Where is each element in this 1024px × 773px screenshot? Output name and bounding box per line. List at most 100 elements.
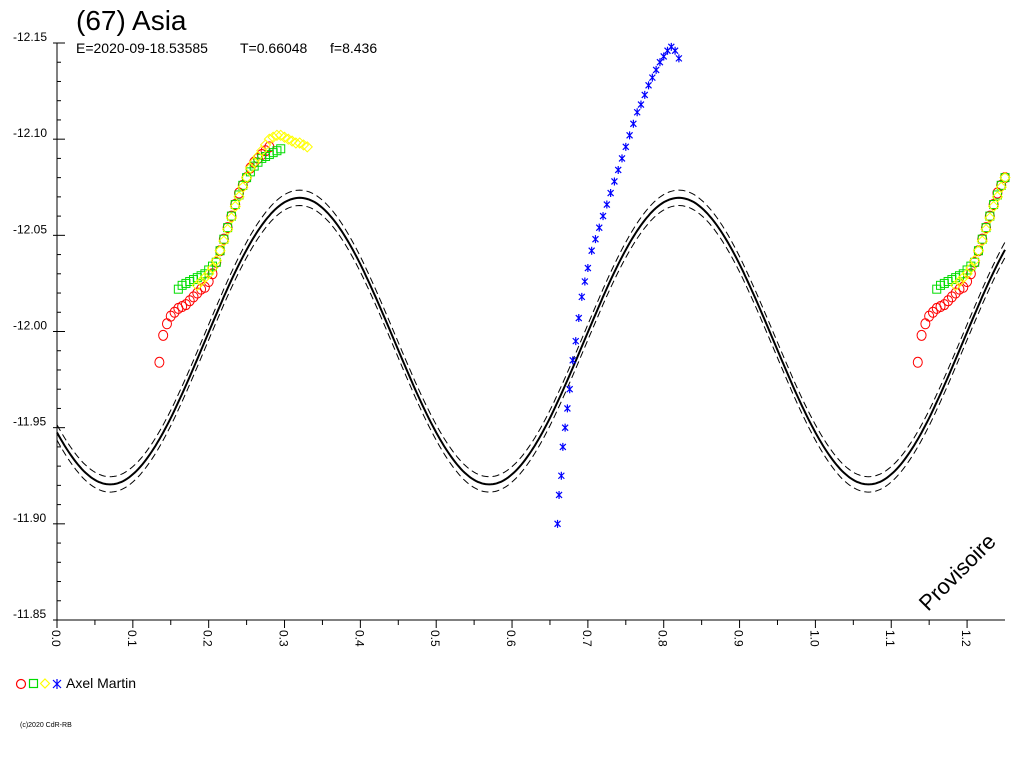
y-tick-label: -11.90 (13, 511, 46, 525)
data-point-diamond (976, 235, 988, 247)
data-point-square (973, 246, 983, 256)
data-point-star (633, 108, 641, 117)
data-point-circle (184, 295, 195, 307)
data-point-circle (169, 306, 180, 318)
data-point-diamond (225, 212, 238, 224)
data-point-diamond (968, 254, 981, 267)
data-point-diamond (240, 171, 253, 184)
data-point-star (599, 212, 607, 221)
data-point-circle (927, 306, 938, 318)
data-point-square (226, 211, 236, 221)
data-point-star (645, 81, 652, 90)
data-points (154, 42, 1011, 528)
data-point-star (581, 277, 589, 286)
data-point-diamond (301, 141, 313, 153)
x-tick-label: 0.0 (49, 630, 63, 647)
data-point-diamond (221, 223, 234, 236)
chart-title: (67) Asia (76, 5, 187, 36)
data-point-circle (939, 299, 950, 311)
data-point-star (578, 292, 586, 301)
data-point-star (572, 337, 580, 346)
data-point-square (989, 200, 999, 210)
data-point-circle (192, 287, 203, 299)
legend-square-icon (28, 678, 39, 689)
data-point-diamond (957, 271, 969, 284)
data-point-diamond (297, 139, 310, 151)
data-point-star (671, 46, 679, 55)
data-point-circle (950, 287, 961, 299)
data-point-star (555, 490, 563, 499)
data-point-star (559, 442, 567, 451)
data-point-circle (158, 329, 169, 341)
data-point-circle (946, 291, 957, 303)
y-tick-label: -12.10 (13, 126, 47, 140)
data-point-square (215, 246, 225, 256)
data-point-star (626, 131, 634, 140)
data-point-diamond (991, 191, 1004, 203)
legend-diamond-icon (39, 678, 51, 689)
x-tick-label: 0.6 (504, 630, 518, 647)
data-point-star (648, 73, 656, 82)
data-point-diamond (218, 235, 230, 247)
period-label: T=0.66048 (240, 40, 308, 56)
data-point-circle (943, 295, 954, 307)
data-point-circle (924, 310, 935, 322)
model-band-lower (56, 204, 1006, 493)
data-point-square (230, 200, 240, 210)
data-point-diamond (290, 137, 302, 149)
legend-star-icon (52, 679, 62, 689)
data-point-diamond (191, 279, 204, 292)
data-point-star (607, 189, 615, 198)
data-point-star (561, 423, 569, 432)
data-point-diamond (286, 135, 298, 147)
data-point-star (557, 471, 565, 480)
data-point-diamond (953, 275, 966, 288)
model-curves (56, 189, 1006, 493)
data-point-diamond (293, 137, 306, 149)
data-point-star (641, 90, 649, 99)
legend-label: Axel Martin (66, 675, 136, 691)
data-point-star (569, 356, 577, 365)
data-point-star (592, 235, 599, 244)
data-point-circle (912, 356, 923, 368)
data-point-circle (161, 318, 172, 330)
x-tick-label: 0.7 (580, 630, 594, 647)
data-point-diamond (995, 181, 1007, 193)
data-point-star (629, 119, 637, 128)
y-tick-label: -12.05 (13, 222, 47, 236)
data-point-diamond (278, 131, 291, 143)
x-tick-label: 1.1 (883, 630, 897, 647)
data-point-diamond (282, 133, 295, 145)
copyright-label: (c)2020 CdR-RB (20, 722, 72, 729)
data-point-star (637, 100, 645, 109)
data-point-diamond (271, 129, 283, 142)
data-point-square (985, 211, 995, 221)
y-tick-label: -12.15 (13, 30, 47, 44)
y-tick-label: -11.95 (13, 415, 46, 429)
data-point-star (610, 177, 618, 186)
data-point-circle (165, 310, 176, 322)
data-point-diamond (229, 200, 241, 213)
data-point-star (575, 314, 583, 323)
x-tick-label: 0.4 (352, 630, 366, 647)
provisoire-watermark: Provisoire (914, 529, 1001, 616)
data-point-square (219, 234, 229, 244)
data-point-circle (920, 318, 931, 330)
data-point-square (981, 223, 991, 233)
data-point-diamond (987, 200, 1000, 213)
x-tick-label: 0.3 (277, 630, 291, 647)
y-tick-label: -11.85 (13, 607, 46, 621)
data-point-square (977, 234, 987, 244)
data-point-square (234, 190, 244, 200)
data-point-square (276, 144, 286, 154)
data-point-star (554, 519, 561, 528)
data-point-diamond (949, 279, 962, 292)
data-point-diamond (233, 191, 245, 203)
data-point-star (566, 385, 574, 394)
x-tick-label: 0.9 (732, 630, 746, 647)
data-point-square (992, 190, 1002, 200)
epoch-label: E=2020-09-18.53585 (76, 40, 208, 56)
model-curve (56, 196, 1006, 486)
data-point-star (588, 246, 596, 255)
